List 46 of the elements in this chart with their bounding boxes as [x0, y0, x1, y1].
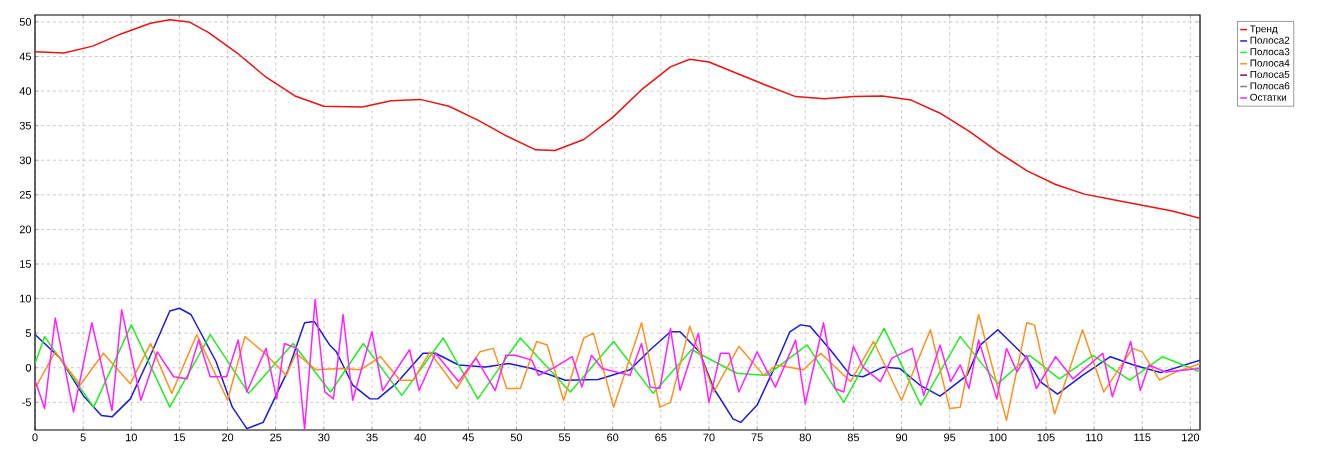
y-tick-label: -5: [22, 398, 32, 407]
x-tick-label: 5: [80, 433, 86, 442]
x-tick-label: 120: [1182, 433, 1200, 442]
legend-label: Тренд: [1249, 25, 1278, 35]
x-tick-label: 90: [895, 433, 908, 442]
y-tick-label: 50: [19, 18, 32, 26]
x-tick-label: 15: [174, 433, 186, 442]
legend-label: Остатки: [1250, 93, 1287, 101]
y-tick-label: 15: [20, 260, 32, 268]
x-tick-label: 25: [270, 433, 282, 442]
y-tick-label: 45: [19, 52, 32, 61]
x-tick-label: 60: [607, 433, 619, 442]
y-tick-label: 5: [25, 329, 32, 337]
legend-label: Полоса5: [1250, 70, 1290, 78]
x-tick-label: 95: [944, 433, 956, 442]
x-tick-label: 55: [558, 433, 571, 442]
x-tick-label: 45: [462, 433, 474, 442]
x-tick-label: 80: [799, 433, 811, 442]
x-tick-label: 10: [126, 433, 137, 442]
x-tick-label: 70: [703, 433, 715, 442]
y-tick-label: 40: [19, 87, 32, 95]
x-tick-label: 100: [989, 433, 1007, 442]
y-tick-label: 35: [19, 121, 32, 130]
x-tick-label: 20: [222, 433, 234, 442]
line-series: [35, 324, 1201, 408]
x-tick-label: 75: [751, 433, 763, 442]
y-tick-label: 0: [25, 363, 32, 372]
x-tick-label: 65: [655, 433, 667, 442]
legend-label: Полоса4: [1250, 59, 1290, 67]
x-tick-label: 50: [510, 433, 523, 442]
x-tick-label: 0: [32, 433, 38, 442]
line-series: [35, 19, 1201, 220]
x-tick-label: 110: [1086, 433, 1103, 442]
legend-label: Полоса6: [1250, 82, 1290, 90]
x-tick-label: 35: [366, 433, 378, 442]
y-tick-label: 25: [19, 190, 32, 199]
legend-label: Полоса2: [1250, 36, 1290, 44]
x-tick-label: 30: [318, 433, 330, 442]
x-tick-label: 105: [1037, 433, 1055, 442]
x-tick-label: 115: [1134, 433, 1151, 442]
y-tick-label: 10: [20, 294, 32, 303]
x-tick-label: 40: [414, 433, 426, 442]
y-tick-label: 20: [19, 225, 32, 234]
x-tick-label: 85: [847, 433, 860, 442]
y-tick-label: 30: [19, 156, 32, 165]
legend-label: Полоса3: [1250, 48, 1290, 56]
